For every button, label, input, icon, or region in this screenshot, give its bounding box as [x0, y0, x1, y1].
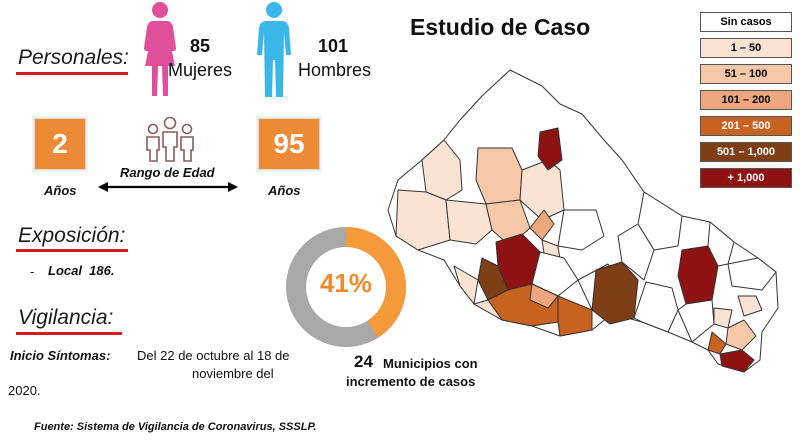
region-north-2	[395, 189, 451, 251]
region-south-3	[529, 283, 559, 309]
men-label: Hombres	[298, 60, 372, 80]
map-legend: Sin casos 1 – 50 51 – 100 101 – 200 201 …	[700, 12, 792, 196]
region-east-2	[617, 223, 655, 281]
region-east-11	[633, 281, 679, 333]
state-map	[382, 60, 782, 380]
vigilancia-heading: Vigilancia:	[18, 306, 114, 329]
region-north-8	[529, 209, 555, 241]
region-central-4	[531, 251, 579, 297]
legend-item-51-100: 51 – 100	[700, 64, 792, 84]
region-east-6	[737, 295, 763, 317]
donut-percent-text: 41%	[319, 268, 373, 298]
age-range-label: Rango de Edad	[120, 165, 215, 180]
page-title: Estudio de Caso	[410, 14, 591, 40]
age-max-unit: Años	[268, 183, 301, 198]
source-note: Fuente: Sistema de Vigilancia de Coronav…	[34, 421, 317, 433]
legend-item-1000-plus: + 1,000	[700, 168, 792, 188]
legend-item-sin-casos: Sin casos	[700, 12, 792, 32]
region-north-9	[557, 209, 605, 251]
age-min-unit: Años	[44, 183, 77, 198]
age-min-box: 2	[34, 118, 86, 170]
region-east-10	[719, 349, 755, 373]
female-figure-icon	[140, 0, 180, 100]
region-north-6	[445, 199, 493, 245]
municipios-line1: Municipios con	[383, 356, 478, 371]
legend-item-201-500: 201 – 500	[700, 116, 792, 136]
inicio-sintomas-line3: 2020.	[8, 383, 41, 398]
region-south-4	[473, 299, 503, 321]
male-figure-icon	[254, 0, 294, 100]
legend-item-501-1000: 501 – 1,000	[700, 142, 792, 162]
legend-item-1-50: 1 – 50	[700, 38, 792, 58]
exposicion-item: Local 186.	[48, 263, 115, 278]
region-north-3	[475, 147, 523, 205]
inicio-sintomas-line2: noviembre del	[192, 366, 274, 381]
region-south-2	[557, 295, 593, 337]
vigilancia-underline	[16, 332, 122, 335]
municipios-count: 24	[354, 352, 373, 371]
region-east-5	[727, 257, 777, 291]
inicio-sintomas-label: Inicio Síntomas:	[10, 348, 111, 363]
inicio-sintomas-line1: Del 22 de octubre al 18 de	[137, 348, 290, 363]
age-max-box: 95	[258, 118, 320, 170]
personales-heading: Personales:	[18, 46, 129, 69]
region-north-5	[537, 127, 563, 171]
region-east-4	[707, 221, 735, 267]
region-east-12	[677, 299, 715, 343]
women-label: Mujeres	[168, 60, 233, 80]
women-count: 85	[190, 36, 211, 56]
municipios-line2: incremento de casos	[346, 374, 476, 389]
men-count: 101	[318, 36, 349, 56]
group-people-icon	[140, 115, 200, 165]
donut-value-arc	[286, 227, 406, 347]
legend-item-101-200: 101 – 200	[700, 90, 792, 110]
region-east-1	[637, 191, 683, 251]
age-range-arrow	[98, 180, 238, 194]
percentage-donut	[284, 225, 408, 349]
region-east-8	[725, 319, 757, 351]
exposicion-heading: Exposición:	[18, 224, 126, 247]
exposicion-underline	[16, 249, 128, 252]
exposicion-bullet: -	[30, 264, 35, 279]
personales-underline	[16, 72, 128, 75]
